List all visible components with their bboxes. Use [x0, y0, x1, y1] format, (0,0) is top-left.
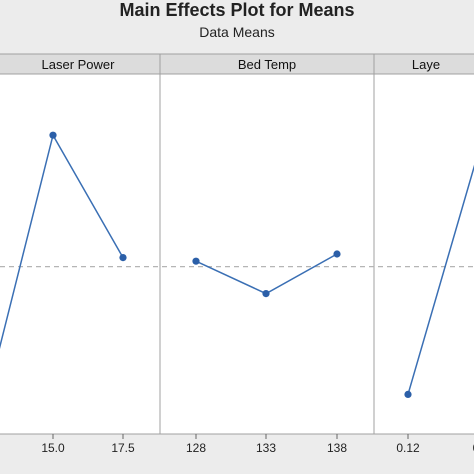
data-point-laser-power-1 [49, 131, 57, 139]
series-line-laye [407, 164, 474, 395]
chart-subtitle: Data Means [199, 24, 275, 40]
panel-frame-bed-temp [159, 73, 375, 435]
chart-title: Main Effects Plot for Means [119, 0, 355, 20]
x-tick-label-laser-power-1: 15.0 [41, 441, 65, 455]
data-point-bed-temp-2 [333, 250, 341, 258]
panel-frame-laye [373, 73, 474, 435]
data-point-bed-temp-0 [192, 257, 200, 265]
x-tick-label-bed-temp-1: 133 [256, 441, 276, 455]
panel-frame-laser-power [0, 73, 161, 435]
x-tick-label-laye-1: 0 [473, 441, 474, 455]
x-tick-label-laser-power-2: 17.5 [111, 441, 135, 455]
x-tick-label-bed-temp-2: 138 [327, 441, 347, 455]
panel-label-laye: Laye [412, 57, 440, 72]
data-point-laye-0 [404, 390, 412, 398]
data-point-bed-temp-1 [262, 290, 270, 298]
panel-label-bed-temp: Bed Temp [238, 57, 296, 72]
x-tick-label-bed-temp-0: 128 [186, 441, 206, 455]
panel-label-laser-power: Laser Power [42, 57, 116, 72]
data-point-laser-power-2 [119, 254, 127, 262]
x-tick-label-laye-0: 0.12 [396, 441, 420, 455]
